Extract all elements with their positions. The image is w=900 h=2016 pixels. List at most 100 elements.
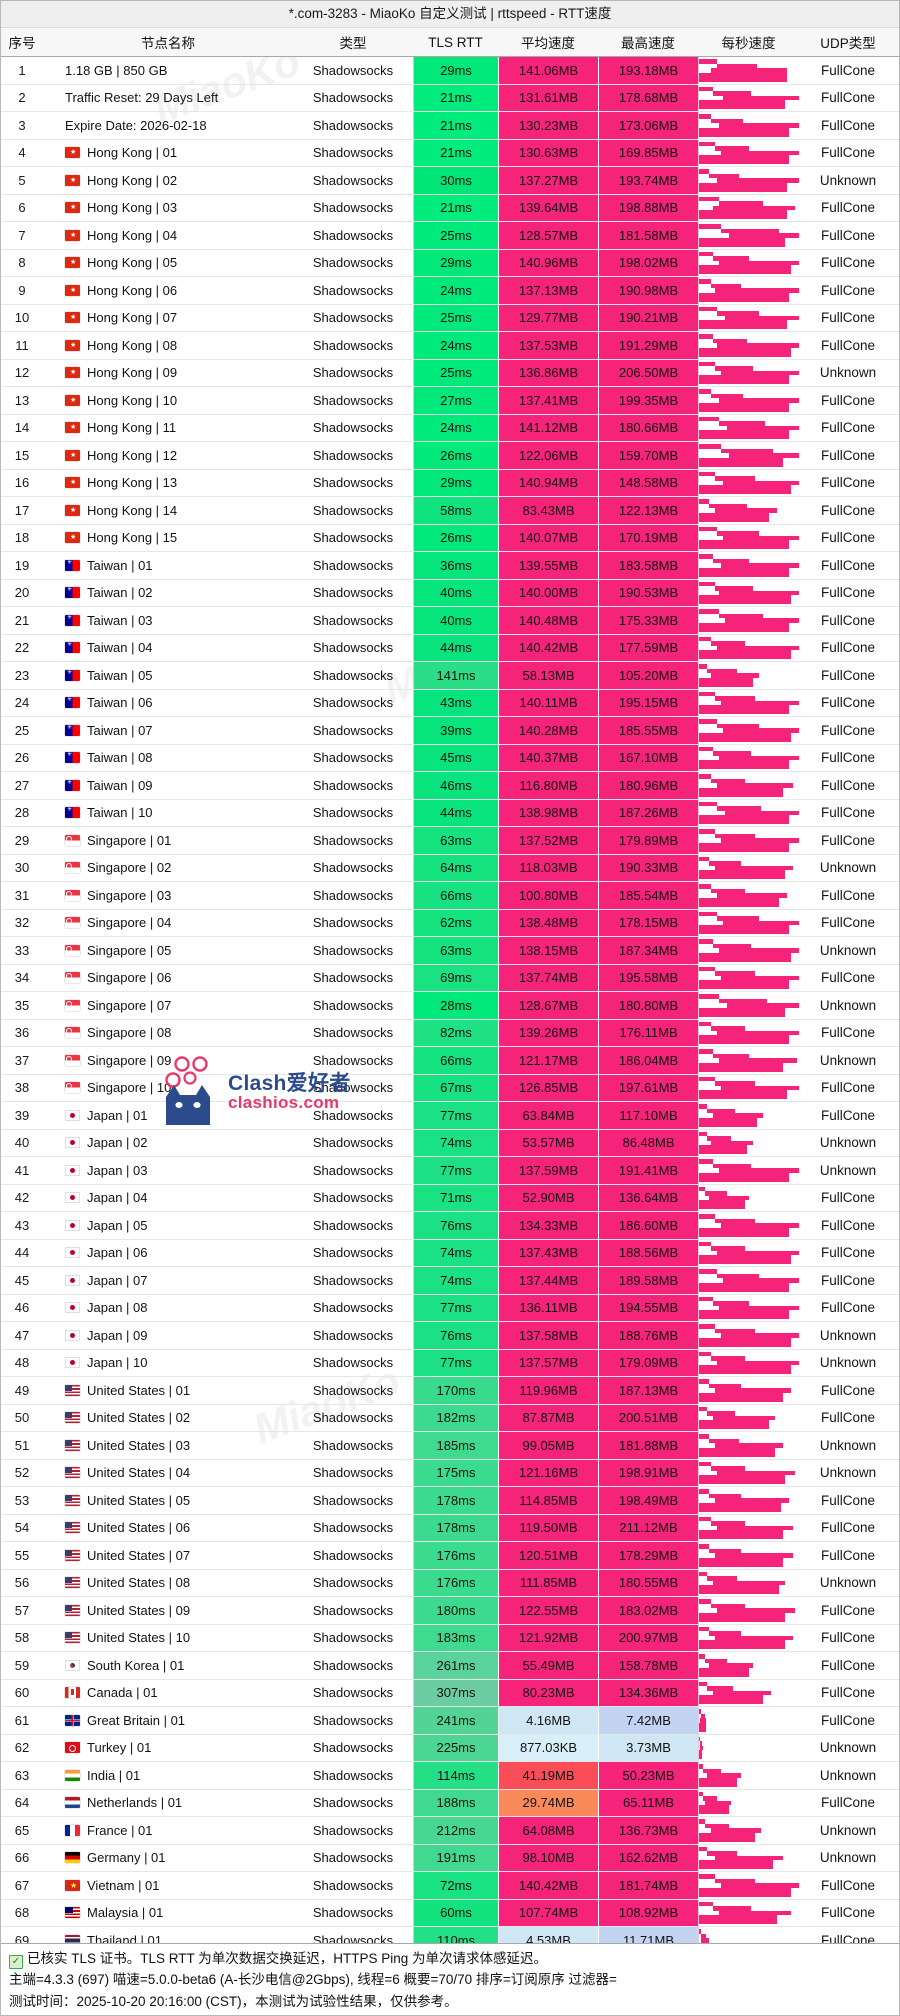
node-name-cell[interactable]: Japan | 02	[43, 1130, 293, 1157]
node-name-cell[interactable]: 1.18 GB | 850 GB	[43, 57, 293, 84]
node-name-cell[interactable]: ★ Hong Kong | 08	[43, 332, 293, 359]
table-row[interactable]: 37 Singapore | 09 Shadowsocks 66ms 121.17MB 1…	[1, 1047, 899, 1075]
table-row[interactable]: 65 France | 01 Shadowsocks 212ms 64.08MB 136.…	[1, 1817, 899, 1845]
table-row[interactable]: 10 ★ Hong Kong | 07 Shadowsocks 25ms 129.77MB…	[1, 304, 899, 332]
node-name-cell[interactable]: ★ Vietnam | 01	[43, 1872, 293, 1899]
table-row[interactable]: 7 ★ Hong Kong | 04 Shadowsocks 25ms 128.57MB 1…	[1, 222, 899, 250]
table-row[interactable]: 49 United States | 01 Shadowsocks 170ms 119.…	[1, 1377, 899, 1405]
node-name-cell[interactable]: ★ Hong Kong | 05	[43, 250, 293, 277]
table-row[interactable]: 29 Singapore | 01 Shadowsocks 63ms 137.52MB 1…	[1, 827, 899, 855]
table-row[interactable]: 50 United States | 02 Shadowsocks 182ms 87.8…	[1, 1404, 899, 1432]
table-row[interactable]: 34 Singapore | 06 Shadowsocks 69ms 137.74MB 1…	[1, 964, 899, 992]
column-header-tls-rtt[interactable]: TLS RTT	[428, 34, 483, 50]
table-row[interactable]: 45 Japan | 07 Shadowsocks 74ms 137.44MB 189.5…	[1, 1267, 899, 1295]
table-row[interactable]: 21 ✳ Taiwan | 03 Shadowsocks 40ms 140.48MB 175…	[1, 607, 899, 635]
node-name-cell[interactable]: United States | 07	[43, 1542, 293, 1569]
node-name-cell[interactable]: Japan | 10	[43, 1350, 293, 1377]
table-row[interactable]: 6 ★ Hong Kong | 03 Shadowsocks 21ms 139.64MB 1…	[1, 194, 899, 222]
table-row[interactable]: 59 South Korea | 01 Shadowsocks 261ms 55.49M…	[1, 1652, 899, 1680]
table-row[interactable]: 1 1.18 GB | 850 GB Shadowsocks 29ms 141.06MB…	[1, 57, 899, 85]
node-name-cell[interactable]: Singapore | 07	[43, 992, 293, 1019]
node-name-cell[interactable]: United States | 01	[43, 1377, 293, 1404]
table-row[interactable]: 12 ★ Hong Kong | 09 Shadowsocks 25ms 136.86MB…	[1, 359, 899, 387]
table-row[interactable]: 33 Singapore | 05 Shadowsocks 63ms 138.15MB 1…	[1, 937, 899, 965]
table-row[interactable]: 20 ✳ Taiwan | 02 Shadowsocks 40ms 140.00MB 190…	[1, 579, 899, 607]
column-header-avg-speed[interactable]: 平均速度	[521, 36, 575, 51]
node-name-cell[interactable]: Singapore | 09	[43, 1047, 293, 1074]
node-name-cell[interactable]: Canada | 01	[43, 1680, 293, 1707]
node-name-cell[interactable]: ★ Hong Kong | 13	[43, 470, 293, 497]
node-name-cell[interactable]: ★ Hong Kong | 02	[43, 167, 293, 194]
table-row[interactable]: 19 ✳ Taiwan | 01 Shadowsocks 36ms 139.55MB 183…	[1, 552, 899, 580]
table-row[interactable]: 24 ✳ Taiwan | 06 Shadowsocks 43ms 140.11MB 195…	[1, 689, 899, 717]
node-name-cell[interactable]: United States | 08	[43, 1570, 293, 1597]
table-row[interactable]: 48 Japan | 10 Shadowsocks 77ms 137.57MB 179.0…	[1, 1349, 899, 1377]
node-name-cell[interactable]: United States | 06	[43, 1515, 293, 1542]
node-name-cell[interactable]: United States | 03	[43, 1432, 293, 1459]
table-row[interactable]: 18 ★ Hong Kong | 15 Shadowsocks 26ms 140.07MB…	[1, 524, 899, 552]
table-row[interactable]: 36 Singapore | 08 Shadowsocks 82ms 139.26MB 1…	[1, 1019, 899, 1047]
table-row[interactable]: 42 Japan | 04 Shadowsocks 71ms 52.90MB 136.64…	[1, 1184, 899, 1212]
node-name-cell[interactable]: Turkey | 01	[43, 1735, 293, 1762]
table-row[interactable]: 8 ★ Hong Kong | 05 Shadowsocks 29ms 140.96MB 1…	[1, 249, 899, 277]
table-row[interactable]: 41 Japan | 03 Shadowsocks 77ms 137.59MB 191.4…	[1, 1157, 899, 1185]
node-name-cell[interactable]: India | 01	[43, 1762, 293, 1789]
node-name-cell[interactable]: South Korea | 01	[43, 1652, 293, 1679]
node-name-cell[interactable]: ★ Hong Kong | 10	[43, 387, 293, 414]
table-row[interactable]: 54 United States | 06 Shadowsocks 178ms 119.…	[1, 1514, 899, 1542]
node-name-cell[interactable]: Singapore | 10	[43, 1075, 293, 1102]
node-name-cell[interactable]: Japan | 08	[43, 1295, 293, 1322]
table-row[interactable]: 51 United States | 03 Shadowsocks 185ms 99.0…	[1, 1432, 899, 1460]
node-name-cell[interactable]: Japan | 01	[43, 1102, 293, 1129]
column-header-per-second-speed[interactable]: 每秒速度	[721, 36, 776, 51]
table-row[interactable]: 4 ★ Hong Kong | 01 Shadowsocks 21ms 130.63MB 1…	[1, 139, 899, 167]
table-row[interactable]: 61 Great Britain | 01 Shadowsocks 241ms 4.16…	[1, 1707, 899, 1735]
node-name-cell[interactable]: ✳ Taiwan | 02	[43, 580, 293, 607]
node-name-cell[interactable]: Malaysia | 01	[43, 1900, 293, 1927]
node-name-cell[interactable]: Japan | 03	[43, 1157, 293, 1184]
node-name-cell[interactable]: United States | 05	[43, 1487, 293, 1514]
column-header-udp-type[interactable]: UDP类型	[820, 36, 876, 51]
table-row[interactable]: 62 Turkey | 01 Shadowsocks 225ms 877.03KB 3.7…	[1, 1734, 899, 1762]
table-row[interactable]: 28 ✳ Taiwan | 10 Shadowsocks 44ms 138.98MB 187…	[1, 799, 899, 827]
node-name-cell[interactable]: Japan | 04	[43, 1185, 293, 1212]
table-row[interactable]: 26 ✳ Taiwan | 08 Shadowsocks 45ms 140.37MB 167…	[1, 744, 899, 772]
table-row[interactable]: 15 ★ Hong Kong | 12 Shadowsocks 26ms 122.06MB…	[1, 442, 899, 470]
table-row[interactable]: 58 United States | 10 Shadowsocks 183ms 121.…	[1, 1624, 899, 1652]
node-name-cell[interactable]: Singapore | 06	[43, 965, 293, 992]
node-name-cell[interactable]: Japan | 06	[43, 1240, 293, 1267]
table-row[interactable]: 13 ★ Hong Kong | 10 Shadowsocks 27ms 137.41MB…	[1, 387, 899, 415]
node-name-cell[interactable]: ✳ Taiwan | 01	[43, 552, 293, 579]
table-row[interactable]: 66 Germany | 01 Shadowsocks 191ms 98.10MB 162…	[1, 1844, 899, 1872]
node-name-cell[interactable]: United States | 09	[43, 1597, 293, 1624]
table-row[interactable]: 32 Singapore | 04 Shadowsocks 62ms 138.48MB 1…	[1, 909, 899, 937]
node-name-cell[interactable]: Singapore | 03	[43, 882, 293, 909]
node-name-cell[interactable]: ★ Hong Kong | 04	[43, 222, 293, 249]
node-name-cell[interactable]: ★ Hong Kong | 06	[43, 277, 293, 304]
node-name-cell[interactable]: ✳ Taiwan | 06	[43, 690, 293, 717]
node-name-cell[interactable]: France | 01	[43, 1817, 293, 1844]
node-name-cell[interactable]: Expire Date: 2026-02-18	[43, 112, 293, 139]
table-row[interactable]: 56 United States | 08 Shadowsocks 176ms 111.…	[1, 1569, 899, 1597]
table-row[interactable]: 16 ★ Hong Kong | 13 Shadowsocks 29ms 140.94MB…	[1, 469, 899, 497]
node-name-cell[interactable]: Japan | 05	[43, 1212, 293, 1239]
table-row[interactable]: 3 Expire Date: 2026-02-18 Shadowsocks 21ms 1…	[1, 112, 899, 140]
table-row[interactable]: 43 Japan | 05 Shadowsocks 76ms 134.33MB 186.6…	[1, 1212, 899, 1240]
table-row[interactable]: 17 ★ Hong Kong | 14 Shadowsocks 58ms 83.43MB 1…	[1, 497, 899, 525]
node-name-cell[interactable]: ★ Hong Kong | 12	[43, 442, 293, 469]
table-row[interactable]: 22 ✳ Taiwan | 04 Shadowsocks 44ms 140.42MB 177…	[1, 634, 899, 662]
node-name-cell[interactable]: ★ Hong Kong | 09	[43, 360, 293, 387]
node-name-cell[interactable]: Singapore | 01	[43, 827, 293, 854]
node-name-cell[interactable]: ★ Hong Kong | 07	[43, 305, 293, 332]
node-name-cell[interactable]: Japan | 09	[43, 1322, 293, 1349]
column-header-node-name[interactable]: 节点名称	[141, 36, 195, 51]
table-row[interactable]: 27 ✳ Taiwan | 09 Shadowsocks 46ms 116.80MB 180…	[1, 772, 899, 800]
table-row[interactable]: 64 Netherlands | 01 Shadowsocks 188ms 29.74M…	[1, 1789, 899, 1817]
table-row[interactable]: 25 ✳ Taiwan | 07 Shadowsocks 39ms 140.28MB 185…	[1, 717, 899, 745]
node-name-cell[interactable]: ✳ Taiwan | 10	[43, 800, 293, 827]
node-name-cell[interactable]: ★ Hong Kong | 01	[43, 140, 293, 167]
node-name-cell[interactable]: Singapore | 05	[43, 937, 293, 964]
table-row[interactable]: 53 United States | 05 Shadowsocks 178ms 114.…	[1, 1487, 899, 1515]
node-name-cell[interactable]: ★ Hong Kong | 03	[43, 195, 293, 222]
node-name-cell[interactable]: ★ Hong Kong | 15	[43, 525, 293, 552]
